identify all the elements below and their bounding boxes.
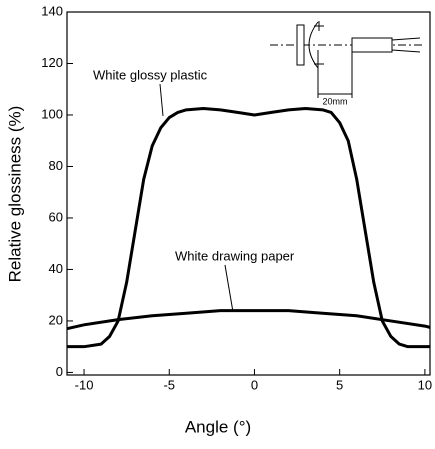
inset-diagram: [270, 21, 425, 98]
plot-frame: [66, 11, 431, 376]
y-tick-label: 80: [49, 158, 63, 173]
annotation-arrow: [224, 264, 234, 313]
y-tick-label: 120: [41, 55, 63, 70]
y-tick-label: 100: [41, 106, 63, 121]
x-tick-label: -5: [163, 377, 175, 392]
y-tick-label: 20: [49, 312, 63, 327]
y-tick-label: 0: [56, 364, 63, 379]
line: [66, 309, 431, 331]
legend-label: White glossy plastic: [93, 67, 208, 82]
inset-label: 20mm: [322, 96, 347, 106]
x-axis-label: Angle (°): [185, 417, 251, 436]
x-tick-label: -10: [75, 377, 94, 392]
y-tick-label: 40: [49, 261, 63, 276]
line: [67, 107, 430, 349]
legend-label: White drawing paper: [175, 248, 295, 263]
y-tick-label: 60: [49, 209, 63, 224]
y-tick-label: 140: [41, 3, 63, 18]
annotation-arrow: [159, 83, 164, 117]
x-tick-label: 0: [251, 377, 258, 392]
y-axis-label: Relative glossiness (%): [5, 106, 24, 283]
x-tick-label: 5: [336, 377, 343, 392]
x-tick-label: 10: [418, 377, 432, 392]
